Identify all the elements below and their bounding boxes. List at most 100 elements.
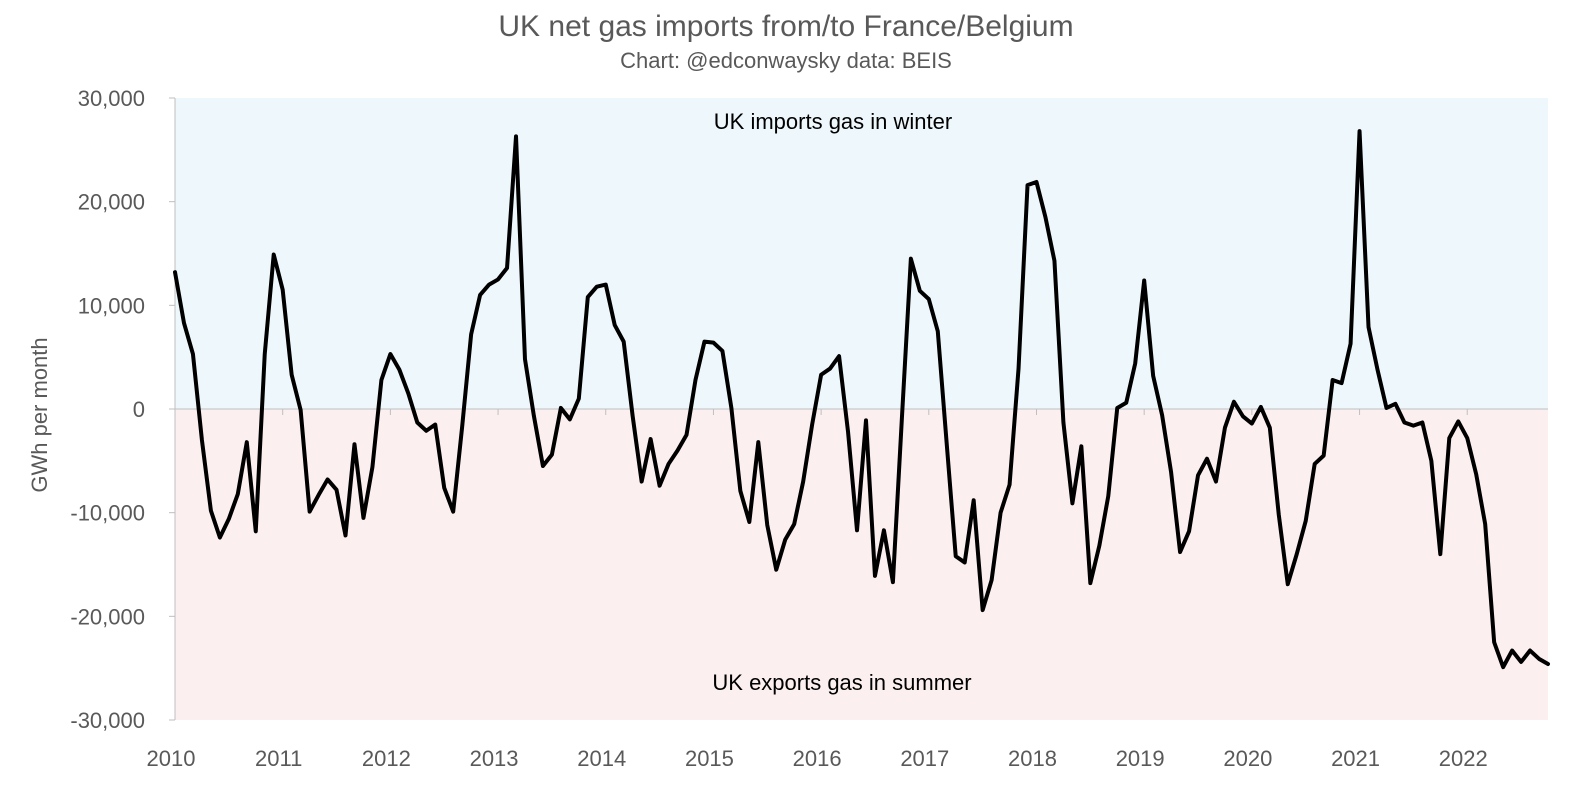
data-point <box>282 289 284 291</box>
data-point <box>1080 445 1082 447</box>
data-point <box>856 529 858 531</box>
data-point <box>1089 582 1091 584</box>
y-tick-label: -10,000 <box>70 501 145 526</box>
data-point <box>973 499 975 501</box>
x-tick-label: 2013 <box>470 746 519 771</box>
data-point <box>452 511 454 513</box>
data-point <box>488 284 490 286</box>
data-point <box>1529 650 1531 652</box>
data-point <box>677 449 679 451</box>
data-point <box>309 511 311 513</box>
data-point <box>524 358 526 360</box>
data-point <box>219 537 221 539</box>
data-point <box>174 271 176 273</box>
data-point <box>551 454 553 456</box>
data-point <box>820 374 822 376</box>
y-tick-label: 30,000 <box>78 86 145 111</box>
data-point <box>1421 421 1423 423</box>
exports-annotation: UK exports gas in summer <box>712 670 971 695</box>
chart-subtitle: Chart: @edconwaysky data: BEIS <box>620 48 952 73</box>
x-tick-label: 2019 <box>1116 746 1165 771</box>
data-point <box>300 409 302 411</box>
x-tick-label: 2015 <box>685 746 734 771</box>
data-point <box>345 534 346 536</box>
data-point <box>1484 523 1486 525</box>
data-point <box>255 530 257 532</box>
data-point <box>1044 216 1046 218</box>
data-point <box>1018 368 1020 370</box>
data-point <box>273 254 275 256</box>
data-point <box>380 379 382 381</box>
x-tick-label: 2018 <box>1008 746 1057 771</box>
data-point <box>407 392 409 394</box>
data-point <box>569 418 571 420</box>
data-point <box>1206 458 1208 460</box>
data-point <box>362 517 364 519</box>
data-point <box>632 415 634 417</box>
data-point <box>416 421 418 423</box>
data-point <box>210 510 212 512</box>
data-point <box>847 431 849 433</box>
data-point <box>991 579 993 581</box>
data-point <box>1179 551 1181 553</box>
data-point <box>470 333 472 335</box>
data-point <box>1053 260 1055 262</box>
data-point <box>1341 382 1343 384</box>
data-point <box>694 379 696 381</box>
series-layer <box>173 129 1550 670</box>
data-point <box>668 463 670 465</box>
data-point <box>1251 423 1253 425</box>
data-point <box>1385 407 1387 409</box>
data-point <box>1493 641 1495 643</box>
data-point <box>1412 425 1414 427</box>
data-point <box>1511 650 1513 652</box>
data-point <box>686 434 688 436</box>
data-point <box>793 523 795 525</box>
data-point <box>1287 583 1289 585</box>
data-point <box>766 524 768 526</box>
data-point <box>1152 375 1154 377</box>
data-point <box>1538 658 1540 660</box>
data-point <box>650 438 652 440</box>
data-point <box>1224 427 1226 429</box>
data-point <box>515 135 517 137</box>
data-point <box>1466 437 1468 439</box>
data-point <box>461 426 463 428</box>
data-point <box>946 443 948 445</box>
data-point <box>398 369 400 371</box>
data-point <box>1233 401 1235 403</box>
data-point <box>641 481 643 483</box>
series-line <box>173 129 1550 670</box>
imports-annotation: UK imports gas in winter <box>714 109 952 134</box>
data-point <box>497 278 499 280</box>
data-point <box>1134 362 1136 364</box>
data-point <box>910 258 912 260</box>
y-tick-label: -30,000 <box>70 708 145 733</box>
data-point <box>336 489 338 491</box>
data-point <box>1125 402 1127 404</box>
data-point <box>1502 666 1504 668</box>
x-tick-label: 2014 <box>577 746 626 771</box>
data-point <box>1368 326 1370 328</box>
data-point <box>1439 553 1441 555</box>
data-point <box>327 478 329 480</box>
data-point <box>1260 406 1262 408</box>
data-point <box>264 353 266 355</box>
chart-title: UK net gas imports from/to France/Belgiu… <box>498 10 1073 43</box>
data-point <box>901 417 903 419</box>
data-point <box>318 494 320 496</box>
data-point <box>1305 520 1307 522</box>
data-point <box>578 398 580 400</box>
y-tick-label: 10,000 <box>78 293 145 318</box>
data-point <box>928 298 930 300</box>
data-point <box>838 355 840 357</box>
data-point <box>1332 379 1334 381</box>
data-point <box>353 443 355 445</box>
data-point <box>829 368 831 370</box>
data-point <box>201 439 203 441</box>
data-point <box>596 286 598 288</box>
data-point <box>542 465 544 467</box>
y-tick-label: -20,000 <box>70 604 145 629</box>
data-point <box>1035 181 1037 183</box>
